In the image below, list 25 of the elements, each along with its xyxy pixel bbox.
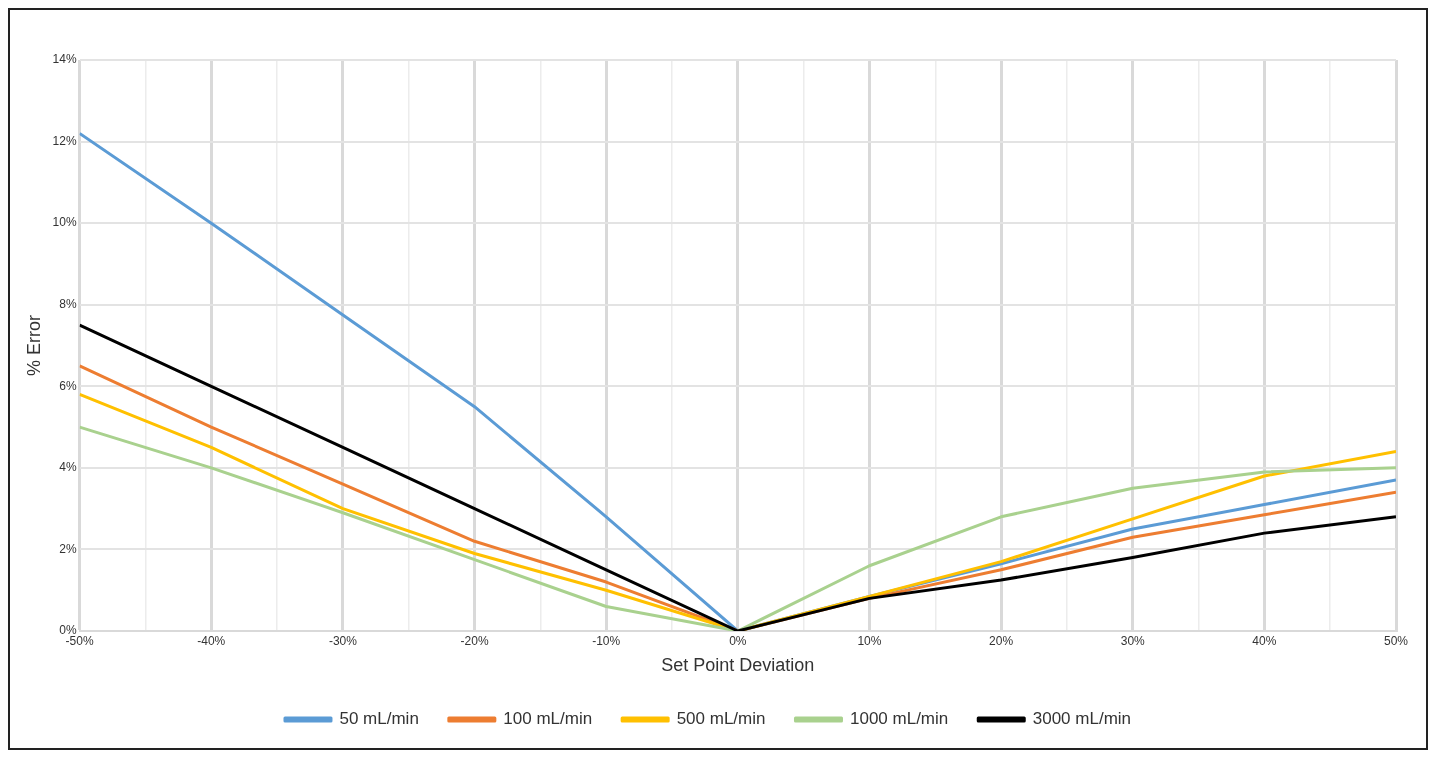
y-tick-label: 12% bbox=[52, 133, 77, 148]
x-tick-label: -20% bbox=[460, 633, 489, 648]
x-tick-label: -50% bbox=[65, 633, 94, 648]
legend-label: 50 mL/min bbox=[339, 709, 419, 729]
legend-label: 500 mL/min bbox=[676, 709, 766, 729]
y-tick-label: 2% bbox=[59, 541, 77, 556]
x-tick-label: 10% bbox=[857, 633, 882, 648]
y-tick-label: 4% bbox=[59, 460, 77, 475]
x-tick-label: 40% bbox=[1252, 633, 1277, 648]
x-axis-title: Set Point Deviation bbox=[661, 655, 815, 676]
x-tick-label: 0% bbox=[729, 633, 747, 648]
y-tick-label: 6% bbox=[59, 378, 77, 393]
x-tick-label: -40% bbox=[197, 633, 226, 648]
legend-label: 100 mL/min bbox=[503, 709, 593, 729]
x-tick-label: 30% bbox=[1120, 633, 1146, 648]
x-tick-label: -10% bbox=[592, 633, 621, 648]
x-tick-label: 20% bbox=[989, 633, 1014, 648]
x-tick-label: 50% bbox=[1383, 633, 1409, 648]
y-tick-label: 8% bbox=[59, 297, 77, 312]
legend-label: 1000 mL/min bbox=[849, 709, 949, 729]
y-tick-label: 10% bbox=[52, 215, 77, 230]
legend-label: 3000 mL/min bbox=[1032, 709, 1132, 729]
y-axis-title: % Error bbox=[23, 314, 44, 377]
y-tick-label: 14% bbox=[52, 52, 77, 67]
x-tick-label: -30% bbox=[328, 633, 358, 648]
